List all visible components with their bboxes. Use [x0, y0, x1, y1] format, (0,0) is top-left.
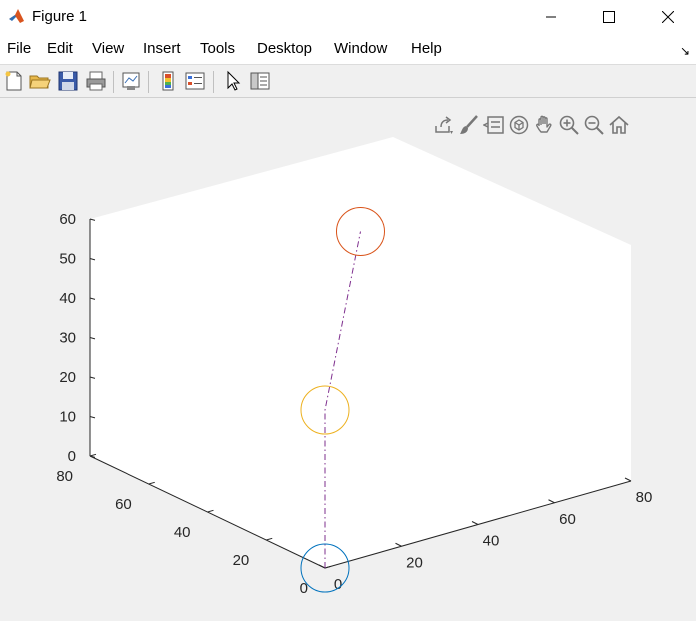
- toolbar-separator: [148, 71, 149, 93]
- save-icon[interactable]: [56, 69, 80, 93]
- z-tick-label: 50: [59, 251, 76, 268]
- y-tick-mark: [266, 537, 273, 541]
- y-tick-mark: [324, 565, 332, 569]
- toolbar-separator: [113, 71, 114, 93]
- plot-line-group: [324, 231, 361, 568]
- zoom-out-icon[interactable]: [583, 114, 605, 136]
- z-tick-label: 20: [59, 369, 76, 386]
- menu-help[interactable]: Help: [411, 40, 442, 57]
- y-tick-label: 20: [233, 552, 250, 569]
- minimize-icon: [546, 16, 556, 18]
- menu-insert[interactable]: Insert: [143, 40, 181, 57]
- x-tick-mark: [395, 542, 402, 547]
- menu-desktop[interactable]: Desktop: [257, 40, 313, 57]
- y-tick-mark: [207, 509, 214, 513]
- matlab-logo-icon: [8, 7, 26, 25]
- x-tick-label: 80: [636, 489, 653, 506]
- brush-icon[interactable]: [458, 114, 480, 136]
- z-tick-label: 0: [68, 448, 76, 465]
- colorbar-icon[interactable]: [156, 69, 180, 93]
- x-axis-ticks: 0 20 40 60 80: [318, 477, 653, 593]
- maximize-icon: [603, 11, 615, 23]
- z-tick-mark: [89, 376, 96, 379]
- z-tick-mark: [89, 416, 96, 419]
- series-line: [324, 231, 361, 568]
- legend-icon[interactable]: [183, 69, 207, 93]
- data-point-marker: [336, 207, 385, 256]
- x-tick-mark: [318, 564, 326, 569]
- export-icon[interactable]: [433, 114, 455, 136]
- x-tick-mark: [624, 477, 632, 482]
- y-tick-label: 60: [115, 496, 132, 513]
- link-plot-icon[interactable]: [119, 69, 143, 93]
- x-tick-label: 0: [334, 576, 342, 593]
- z-axis-ticks: 0 10 20 30 40 50 60: [59, 211, 96, 465]
- window-title: Figure 1: [32, 8, 88, 25]
- menu-bar: File Edit View Insert Tools Desktop Wind…: [0, 34, 696, 65]
- edit-plot-pointer-icon[interactable]: [221, 69, 245, 93]
- z-tick-mark: [89, 337, 96, 340]
- close-button[interactable]: [645, 0, 691, 34]
- y-axis-ticks: 0 20 40 60 80: [56, 453, 332, 597]
- figure-toolbar: [0, 65, 696, 98]
- z-tick-label: 30: [59, 330, 76, 347]
- y-tick-mark: [148, 481, 155, 485]
- minimize-button[interactable]: [528, 0, 574, 34]
- open-file-icon[interactable]: [28, 69, 52, 93]
- toolbar-separator: [213, 71, 214, 93]
- x-tick-mark: [471, 521, 479, 525]
- rotate-3d-icon[interactable]: [508, 114, 530, 136]
- z-tick-mark: [89, 218, 96, 221]
- y-tick-label: 80: [56, 468, 73, 485]
- zoom-in-icon[interactable]: [558, 114, 580, 136]
- title-bar: Figure 1: [0, 0, 696, 34]
- y-tick-label: 40: [174, 524, 191, 541]
- data-tips-icon[interactable]: [483, 114, 505, 136]
- figure-canvas[interactable]: 0 10 20 30 40 50 60 0 20 40 60 80 0 20 40 60 80: [0, 98, 696, 621]
- menu-window[interactable]: Window: [334, 40, 388, 57]
- print-icon[interactable]: [84, 69, 108, 93]
- z-tick-label: 40: [59, 290, 76, 307]
- pan-icon[interactable]: [533, 114, 555, 136]
- close-icon: [662, 11, 674, 23]
- z-tick-label: 10: [59, 409, 76, 426]
- menu-file[interactable]: File: [7, 40, 32, 57]
- plot-markers-group: [300, 207, 385, 593]
- home-icon[interactable]: [608, 114, 630, 136]
- z-tick-mark: [89, 258, 96, 261]
- x-tick-label: 40: [483, 533, 500, 550]
- z-tick-label: 60: [59, 211, 76, 228]
- menu-tools[interactable]: Tools: [200, 40, 236, 57]
- axes-background: [90, 137, 631, 568]
- y-tick-mark: [89, 453, 97, 457]
- dock-figure-icon[interactable]: ↘: [679, 44, 690, 58]
- x-tick-label: 20: [406, 554, 423, 571]
- z-tick-mark: [89, 297, 96, 300]
- y-tick-label: 0: [300, 580, 308, 597]
- menu-edit[interactable]: Edit: [47, 40, 73, 57]
- new-figure-icon[interactable]: [2, 69, 26, 93]
- data-point-marker: [300, 385, 350, 435]
- x-tick-mark: [548, 499, 555, 504]
- x-tick-label: 60: [559, 511, 576, 528]
- data-point-marker: [300, 543, 350, 593]
- menu-view[interactable]: View: [92, 40, 125, 57]
- property-inspector-icon[interactable]: [248, 69, 272, 93]
- maximize-button[interactable]: [586, 0, 632, 34]
